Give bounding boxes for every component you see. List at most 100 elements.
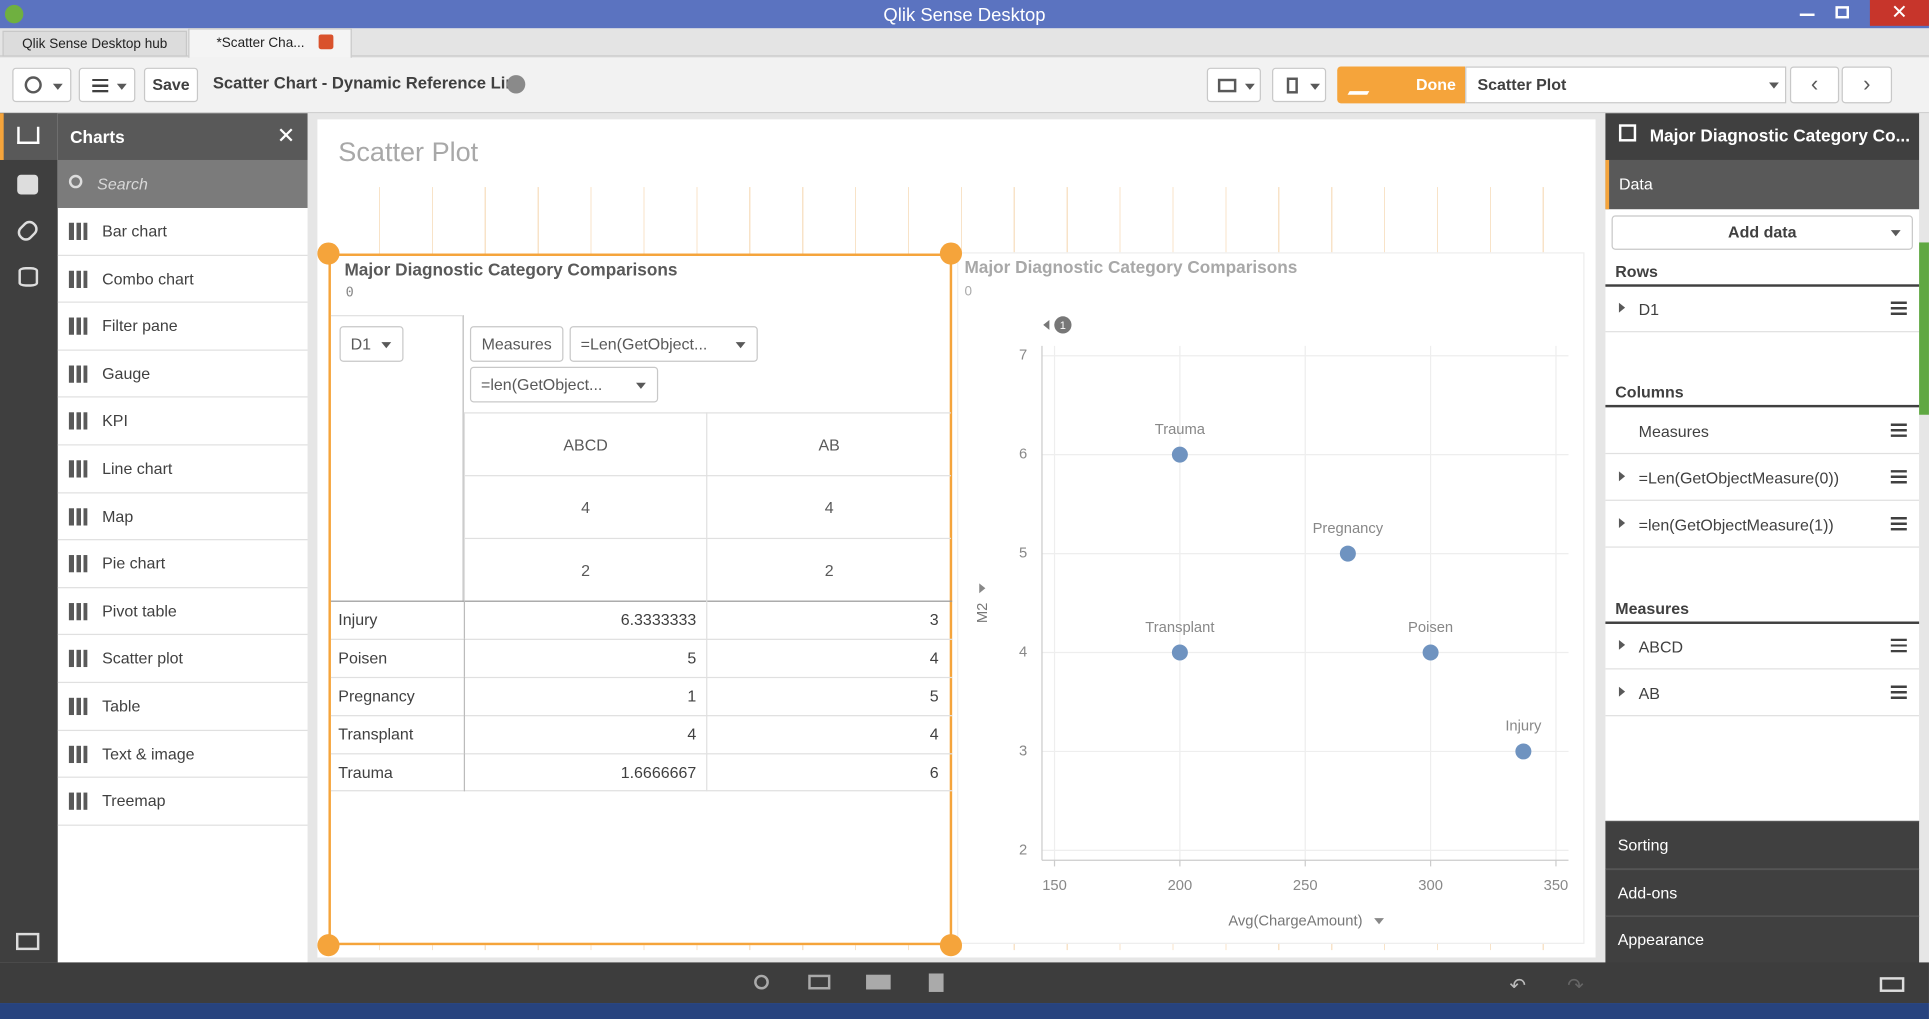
app-icon	[4, 4, 24, 24]
cell: 5	[463, 638, 708, 677]
drag-handle[interactable]	[1890, 423, 1907, 437]
expand-arrow	[1618, 639, 1626, 650]
badge-count: 1	[1060, 320, 1066, 332]
tab[interactable]: Qlik Sense Desktop hub	[2, 30, 187, 57]
close[interactable]: ✕	[1869, 0, 1929, 26]
maximize[interactable]	[1835, 6, 1849, 19]
tab-close[interactable]	[318, 34, 334, 50]
delete-icon[interactable]	[928, 973, 944, 992]
pivot-table-object[interactable]: Major Diagnostic Category Comparisons 0 …	[328, 253, 953, 946]
chart-type-item[interactable]: Bar chart	[57, 208, 308, 256]
handle[interactable]	[939, 934, 963, 957]
chart-type-item[interactable]: Line chart	[57, 446, 308, 494]
chart-type-label: KPI	[102, 411, 128, 430]
x-axis-label[interactable]: Avg(ChargeAmount)	[1228, 914, 1362, 930]
data-tab[interactable]: Data	[1605, 159, 1920, 210]
search-box[interactable]: Search	[57, 159, 308, 208]
drag-handle[interactable]	[1890, 301, 1907, 316]
chart-type-item[interactable]: Text & image	[57, 731, 308, 779]
panel-section[interactable]: Appearance	[1605, 915, 1920, 964]
nav-arrow[interactable]	[1043, 319, 1050, 330]
y-tick-label: 3	[1019, 743, 1027, 759]
panel-close[interactable]: ✕	[276, 123, 296, 148]
chart-type-item[interactable]: Pivot table	[57, 588, 308, 636]
bookmark-button[interactable]	[1272, 67, 1327, 103]
data-point[interactable]	[1339, 545, 1356, 562]
paste-icon[interactable]	[866, 974, 891, 990]
redo-icon[interactable]: ↷	[1567, 975, 1584, 997]
mode-title: Scatter Plot	[1465, 66, 1787, 104]
field-item[interactable]: =len(GetObjectMeasure(1))	[1605, 501, 1920, 548]
handle[interactable]	[939, 242, 963, 265]
y-axis-label[interactable]: M2	[975, 603, 991, 624]
data-point[interactable]	[1515, 743, 1532, 760]
drag-handle[interactable]	[1890, 516, 1907, 531]
row-line	[330, 715, 953, 753]
charts-tab[interactable]	[0, 113, 58, 160]
chart-type-item[interactable]: Map	[57, 493, 308, 541]
field-item[interactable]: AB	[1605, 670, 1920, 717]
section-heading: Columns	[1615, 382, 1684, 402]
dropdown-caret	[381, 342, 392, 349]
drag-handle[interactable]	[1890, 685, 1907, 700]
cell: 3	[929, 610, 939, 629]
field-item[interactable]: Measures	[1605, 407, 1920, 455]
data-point[interactable]	[1422, 644, 1439, 661]
save-button[interactable]: Save	[143, 67, 199, 103]
device-button[interactable]	[1206, 67, 1261, 103]
y-axis-caret[interactable]	[979, 583, 986, 594]
chart-type-item[interactable]: KPI	[57, 398, 308, 446]
chart-title: Major Diagnostic Category Comparisons	[964, 257, 1297, 277]
charts-panel: Charts ✕ Search Bar chart Combo chart Filt…	[57, 113, 308, 963]
info-icon[interactable]	[506, 75, 526, 94]
field-label: D1	[1638, 300, 1660, 319]
minimize[interactable]	[1799, 13, 1815, 16]
panel-title: Major Diagnostic Category Co...	[1605, 113, 1920, 160]
x-axis-caret[interactable]	[1374, 918, 1384, 925]
field-item[interactable]: D1	[1605, 286, 1920, 333]
field-item[interactable]: =Len(GetObjectMeasure(0))	[1605, 454, 1920, 501]
cut-icon[interactable]	[754, 974, 769, 990]
chart-type-item[interactable]: Pie chart	[57, 541, 308, 589]
chart-type-icon	[68, 270, 88, 288]
copy-icon[interactable]	[808, 974, 831, 990]
done-button[interactable]: Done	[1337, 66, 1466, 104]
add-data-button[interactable]: Add data	[1611, 215, 1913, 250]
data-point[interactable]	[1171, 644, 1188, 661]
row-dimension[interactable]: D1	[339, 326, 404, 362]
panel-toggle[interactable]	[1879, 977, 1905, 992]
chart-type-item[interactable]: Scatter plot	[57, 636, 308, 684]
undo-icon[interactable]: ↶	[1509, 975, 1526, 997]
chart-type-item[interactable]: Combo chart	[57, 255, 308, 303]
chart-type-item[interactable]: Gauge	[57, 350, 308, 398]
column-field[interactable]: =Len(GetObject...	[569, 326, 758, 362]
x-tick-label: 250	[1293, 878, 1318, 894]
chart-type-item[interactable]: Table	[57, 683, 308, 731]
field-item[interactable]: ABCD	[1605, 623, 1920, 670]
panel-section[interactable]: Sorting	[1605, 820, 1920, 869]
badge[interactable]	[1054, 316, 1072, 334]
handle[interactable]	[317, 242, 340, 265]
column-field[interactable]: =len(GetObject...	[469, 366, 659, 403]
handle[interactable]	[317, 934, 340, 957]
extensions-tab[interactable]	[17, 174, 39, 195]
navigation-button[interactable]	[12, 67, 72, 103]
master-items-tab[interactable]	[14, 217, 41, 244]
panel-section[interactable]: Add-ons	[1605, 868, 1920, 916]
scatter-object[interactable]: Major Diagnostic Category Comparisons 0 …	[957, 252, 1585, 944]
previous-button[interactable]: ‹	[1789, 66, 1840, 104]
sheets-button[interactable]	[78, 67, 136, 103]
fields-tab[interactable]	[18, 267, 39, 287]
row-label: Pregnancy	[338, 686, 415, 706]
data-point[interactable]	[1171, 446, 1188, 463]
next-button[interactable]: ›	[1841, 66, 1893, 104]
drag-handle[interactable]	[1890, 638, 1907, 653]
point-label: Injury	[1505, 719, 1542, 735]
chart-type-label: Table	[102, 696, 141, 716]
drag-handle[interactable]	[1890, 470, 1907, 484]
column-field[interactable]: Measures	[469, 326, 564, 362]
chart-type-item[interactable]: Treemap	[57, 778, 308, 826]
properties-toggle[interactable]	[15, 932, 40, 951]
chart-type-item[interactable]: Filter pane	[57, 303, 308, 351]
mode-caret[interactable]	[1769, 82, 1779, 89]
